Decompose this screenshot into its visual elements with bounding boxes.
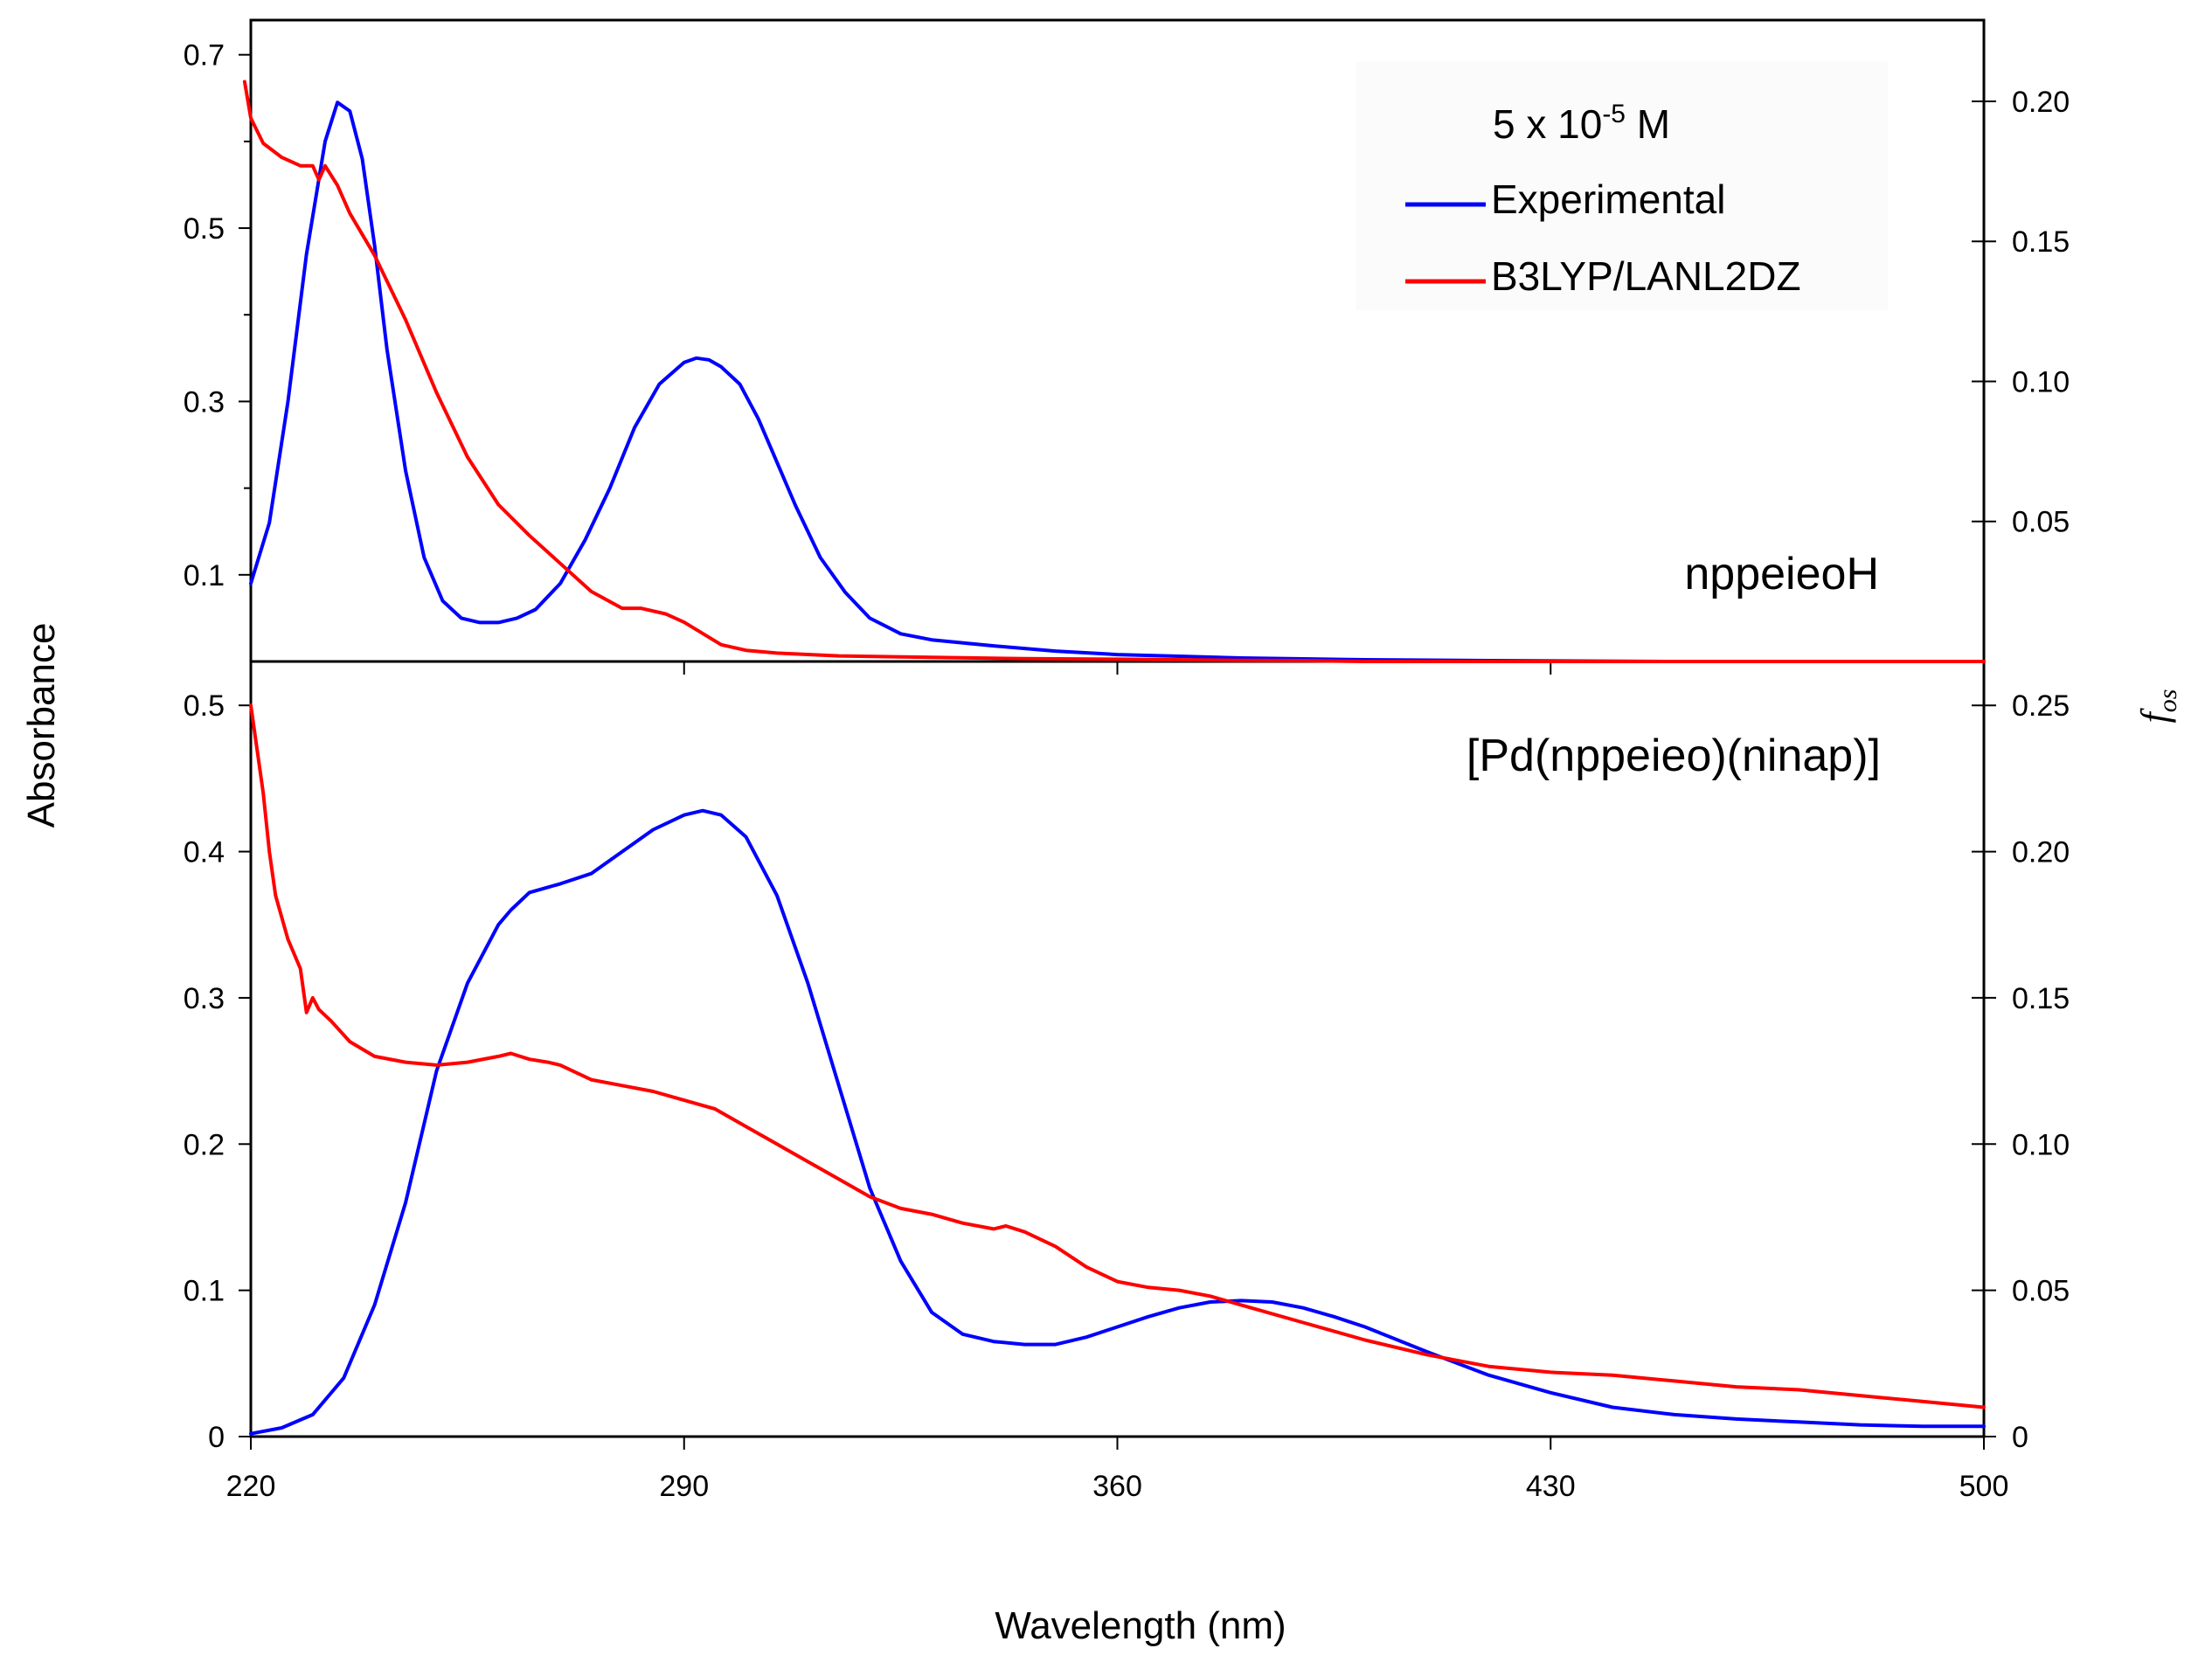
right-tick-label-panel1-1: 0.05 [2012,1275,2070,1308]
right-tick-label-panel1-5: 0.25 [2012,689,2070,723]
top-panel-label: nppeieoH [1684,549,1879,599]
legend-concentration-base: 5 x 10 [1493,101,1602,147]
legend-background [1356,61,1888,310]
x-tick-label-1: 290 [659,1470,709,1503]
series-layer [242,80,1986,1436]
right-tick-label-panel0-2: 0.15 [2012,225,2070,259]
legend-label-b3lyp: B3LYP/LANL2DZ [1491,253,1801,299]
right-tick-label-panel0-1: 0.10 [2012,365,2070,398]
left-tick-label-panel0-0: 0.1 [184,559,225,592]
left-tick-label-panel0-3: 0.7 [184,39,225,73]
x-tick-label-0: 220 [226,1470,276,1503]
right-axis-title-sub: os [2153,689,2182,713]
right-tick-label-panel1-2: 0.10 [2012,1128,2070,1161]
left-tick-label-panel1-2: 0.2 [184,1128,225,1161]
series-panel0-b3lyp-lanl2dz [242,80,1986,663]
left-tick-label-panel1-0: 0 [208,1421,225,1454]
x-tick-label-3: 430 [1526,1470,1576,1503]
legend-label-experimental: Experimental [1491,177,1725,222]
right-tick-label-panel0-0: 0.05 [2012,506,2070,539]
series-panel1-b3lyp-lanl2dz [249,703,1986,1409]
left-axis-title: Absorbance [20,623,63,828]
right-tick-label-panel0-3: 0.20 [2012,86,2070,119]
x-tick-label-2: 360 [1092,1470,1142,1503]
bottom-panel-label: [Pd(nppeieo)(ninap)] [1467,731,1881,781]
legend-concentration-unit: M [1626,101,1670,147]
right-tick-label-panel1-4: 0.20 [2012,836,2070,869]
legend-concentration-exponent: -5 [1602,100,1626,128]
left-tick-label-panel1-1: 0.1 [184,1275,225,1308]
left-tick-label-panel0-1: 0.3 [184,385,225,419]
right-tick-label-panel1-0: 0 [2012,1421,2028,1454]
right-axis-title: fos [2133,689,2182,724]
legend-concentration: 5 x 10-5 M [1493,100,1670,147]
left-tick-label-panel0-2: 0.5 [184,212,225,246]
x-tick-label-4: 500 [1959,1470,2009,1503]
series-panel0-experimental [249,100,1986,663]
right-tick-label-panel1-3: 0.15 [2012,982,2070,1015]
left-tick-label-panel1-3: 0.3 [184,982,225,1015]
left-tick-label-panel1-5: 0.5 [184,689,225,723]
series-panel1-experimental [249,808,1986,1436]
legend: 5 x 10-5 M Experimental B3LYP/LANL2DZ [1356,61,1888,310]
x-axis-title: Wavelength (nm) [995,1604,1286,1647]
ticks-layer: 220 290 360 430 5000.10.30.50.70.050.100.150… [184,39,2070,1503]
left-tick-label-panel1-4: 0.4 [184,836,225,869]
